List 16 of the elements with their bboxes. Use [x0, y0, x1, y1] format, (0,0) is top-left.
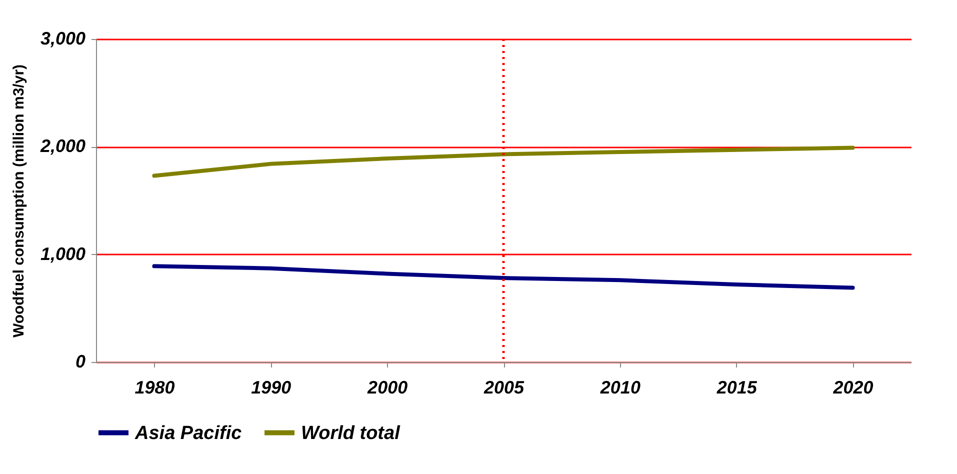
x-tick-label: 2000	[366, 378, 408, 398]
y-tick-label: 1,000	[40, 244, 86, 264]
line-series	[152, 146, 855, 178]
x-tick-label: 2015	[716, 378, 758, 398]
legend-label: World total	[301, 422, 401, 444]
line-series	[152, 264, 855, 290]
legend-label: Asia Pacific	[134, 422, 242, 444]
x-tick-label: 1990	[251, 378, 292, 398]
y-tick-label: 2,000	[39, 136, 86, 156]
x-tick-label: 1980	[134, 378, 175, 398]
y-tick-label: 3,000	[40, 28, 86, 48]
y-tick-label: 0	[75, 352, 86, 372]
y-axis-title: Woodfuel consumption (million m3/yr)	[10, 64, 28, 338]
x-tick-label: 2020	[832, 378, 874, 398]
x-tick-label: 2010	[599, 378, 640, 398]
x-tick-label: 2005	[482, 378, 526, 398]
